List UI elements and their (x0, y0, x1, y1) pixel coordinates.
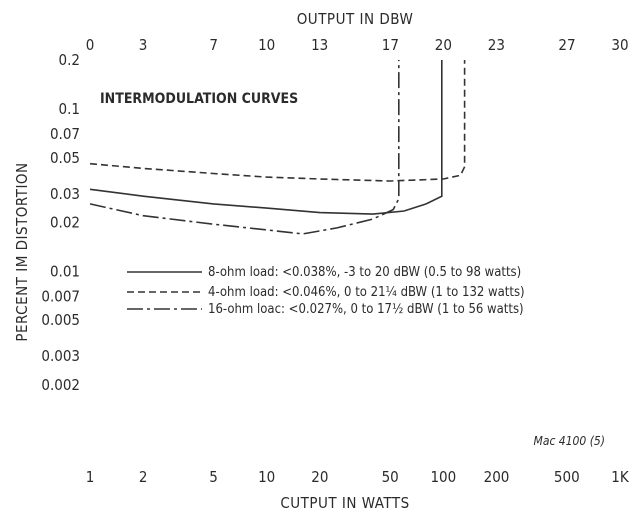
x-tick-50: 50 (382, 468, 399, 486)
x-tick-2: 2 (139, 468, 148, 486)
top-tick-10: 10 (258, 36, 275, 54)
y-tick-0-02: 0.02 (50, 213, 80, 231)
x-tick-100: 100 (430, 468, 456, 486)
curve-4-ohm-load (89, 60, 466, 182)
top-tick-0: 0 (86, 36, 95, 54)
curve-16-ohm-load (89, 60, 400, 235)
x-tick-1k: 1K (611, 468, 630, 486)
top-tick-7: 7 (209, 36, 218, 54)
x-tick-20: 20 (311, 468, 328, 486)
legend: 8-ohm load: <0.038%, -3 to 20 dBW (0.5 t… (127, 265, 525, 317)
y-tick-0-002: 0.002 (41, 376, 80, 394)
y-axis-title: PERCENT IM DISTORTION (13, 162, 31, 341)
y-tick-0-2: 0.2 (59, 51, 80, 69)
x-tick-10: 10 (258, 468, 275, 486)
legend-label-8-ohm-load: 8-ohm load: <0.038%, -3 to 20 dBW (0.5 t… (208, 265, 521, 280)
figure-credit: Mac 4100 (5) (534, 434, 605, 448)
top-tick-17: 17 (382, 36, 399, 54)
x-tick-1: 1 (86, 468, 95, 486)
top-tick-27: 27 (558, 36, 575, 54)
y-tick-0-005: 0.005 (41, 311, 80, 329)
x-tick-5: 5 (209, 468, 218, 486)
top-tick-13: 13 (311, 36, 328, 54)
x-axis-title: CUTPUT IN WATTS (280, 494, 409, 512)
y-tick-0-07: 0.07 (50, 125, 80, 143)
top-tick-30: 30 (611, 36, 628, 54)
y-axis-ticks: 0.2 0.1 0.07 0.05 0.03 0.02 0.01 0.007 0.005 0.00… (41, 51, 80, 394)
top-tick-3: 3 (139, 36, 148, 54)
y-tick-0-007: 0.007 (41, 287, 80, 305)
legend-label-16-ohm-load: 16-ohm loac: <0.027%, 0 to 17½ dBW (1 to… (208, 302, 524, 317)
x-axis-ticks: 1 2 5 10 20 50 100 200 500 1K (86, 468, 630, 486)
top-tick-23: 23 (488, 36, 505, 54)
y-tick-0-05: 0.05 (50, 149, 80, 167)
x-tick-500: 500 (554, 468, 580, 486)
top-axis-ticks: 0 3 7 10 13 17 20 23 27 30 (86, 36, 629, 54)
y-tick-0-03: 0.03 (50, 185, 80, 203)
plot-curves (89, 60, 466, 235)
top-tick-20: 20 (435, 36, 452, 54)
top-axis-title: OUTPUT IN DBW (297, 10, 414, 28)
chart-title: INTERMODULATION CURVES (100, 91, 298, 107)
x-tick-200: 200 (484, 468, 510, 486)
curve-8-ohm-load (89, 60, 443, 215)
y-tick-0-003: 0.003 (41, 347, 80, 365)
legend-label-4-ohm-load: 4-ohm load: <0.046%, 0 to 21¼ dBW (1 to … (208, 285, 525, 300)
y-tick-0-1: 0.1 (59, 100, 80, 118)
y-tick-0-01: 0.01 (50, 262, 80, 280)
